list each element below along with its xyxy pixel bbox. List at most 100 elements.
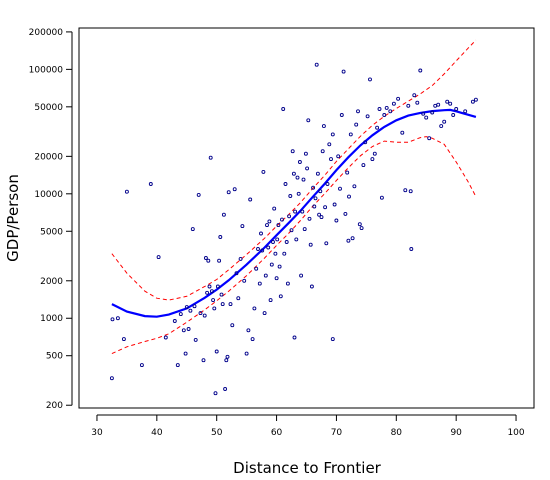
data-point xyxy=(221,212,226,217)
data-point xyxy=(282,251,287,256)
data-point xyxy=(271,240,275,244)
data-point xyxy=(285,281,290,286)
data-point xyxy=(275,237,280,242)
data-point xyxy=(259,231,263,236)
data-point xyxy=(320,149,325,154)
data-point xyxy=(208,155,213,160)
data-point xyxy=(439,124,444,129)
data-point xyxy=(175,363,180,368)
data-point xyxy=(207,284,212,289)
data-point xyxy=(377,107,382,111)
data-point xyxy=(234,271,239,276)
data-point xyxy=(218,235,223,239)
data-point xyxy=(343,211,348,216)
data-point xyxy=(214,349,219,354)
data-point xyxy=(315,171,320,176)
data-point xyxy=(274,276,279,281)
x-axis-title: Distance to Frontier xyxy=(233,459,382,477)
data-point xyxy=(284,240,289,244)
data-point xyxy=(242,278,247,283)
data-point xyxy=(382,113,387,117)
x-tick-label: 50 xyxy=(211,428,223,438)
data-point xyxy=(294,237,299,242)
x-tick-label: 100 xyxy=(507,428,524,438)
data-point xyxy=(356,109,360,114)
data-point xyxy=(361,163,366,168)
data-point xyxy=(203,256,208,260)
data-point xyxy=(188,308,193,313)
data-point xyxy=(312,204,317,209)
data-point xyxy=(268,298,273,303)
data-point xyxy=(306,118,311,123)
data-point xyxy=(408,189,413,194)
data-point xyxy=(287,214,292,219)
data-point xyxy=(409,247,414,251)
y-tick-label: 200000 xyxy=(29,28,64,38)
data-point xyxy=(372,151,377,156)
data-point xyxy=(232,187,237,192)
data-point xyxy=(281,107,286,111)
data-point xyxy=(163,335,168,340)
data-point xyxy=(196,192,201,197)
data-point xyxy=(430,110,435,115)
data-point xyxy=(309,284,314,289)
data-point xyxy=(265,223,269,228)
data-point xyxy=(246,328,251,333)
data-point xyxy=(421,111,426,116)
data-point xyxy=(339,113,344,117)
data-point xyxy=(308,242,313,247)
data-point xyxy=(283,182,288,186)
data-point xyxy=(442,119,447,124)
y-tick-label: 5000 xyxy=(40,227,63,237)
data-point xyxy=(330,337,335,342)
data-point xyxy=(463,109,468,114)
data-point xyxy=(184,305,189,310)
data-point xyxy=(139,363,144,368)
data-point xyxy=(346,238,351,243)
data-point xyxy=(301,177,306,182)
data-point xyxy=(190,227,195,232)
y-tick-label: 50000 xyxy=(34,103,63,113)
data-point xyxy=(329,157,333,162)
data-point xyxy=(293,209,298,214)
data-point xyxy=(451,113,456,117)
data-point xyxy=(172,319,177,323)
data-point xyxy=(370,157,375,162)
data-point xyxy=(206,258,211,263)
data-point xyxy=(314,62,319,67)
data-point xyxy=(186,327,191,331)
data-point xyxy=(262,311,267,316)
data-point xyxy=(391,101,396,106)
data-point xyxy=(272,206,277,211)
data-point xyxy=(379,195,384,200)
y-axis: 200 500 1000 2000 5000 10000 20000 50000 100000 2… xyxy=(29,28,73,411)
y-tick-label: 20000 xyxy=(34,152,63,162)
data-point xyxy=(348,132,353,137)
data-point xyxy=(321,124,326,129)
y-tick-label: 100000 xyxy=(29,65,64,75)
data-point xyxy=(400,130,405,135)
data-point xyxy=(341,69,346,74)
data-point xyxy=(263,273,268,278)
data-point xyxy=(302,227,307,232)
data-point xyxy=(220,302,225,307)
data-point xyxy=(332,202,337,207)
data-point xyxy=(396,96,401,101)
data-point xyxy=(424,115,429,120)
data-point xyxy=(212,306,217,311)
data-point xyxy=(193,337,198,342)
data-point xyxy=(299,273,304,278)
data-point xyxy=(226,190,231,195)
data-point xyxy=(178,312,183,317)
data-point xyxy=(313,196,318,201)
data-point xyxy=(156,255,161,260)
x-tick-label: 60 xyxy=(271,428,283,438)
data-point xyxy=(205,290,210,295)
data-point xyxy=(406,103,411,108)
data-point xyxy=(336,154,341,159)
data-point xyxy=(347,194,351,199)
data-point xyxy=(209,289,214,294)
plot-frame xyxy=(78,27,535,409)
data-point xyxy=(354,122,359,127)
